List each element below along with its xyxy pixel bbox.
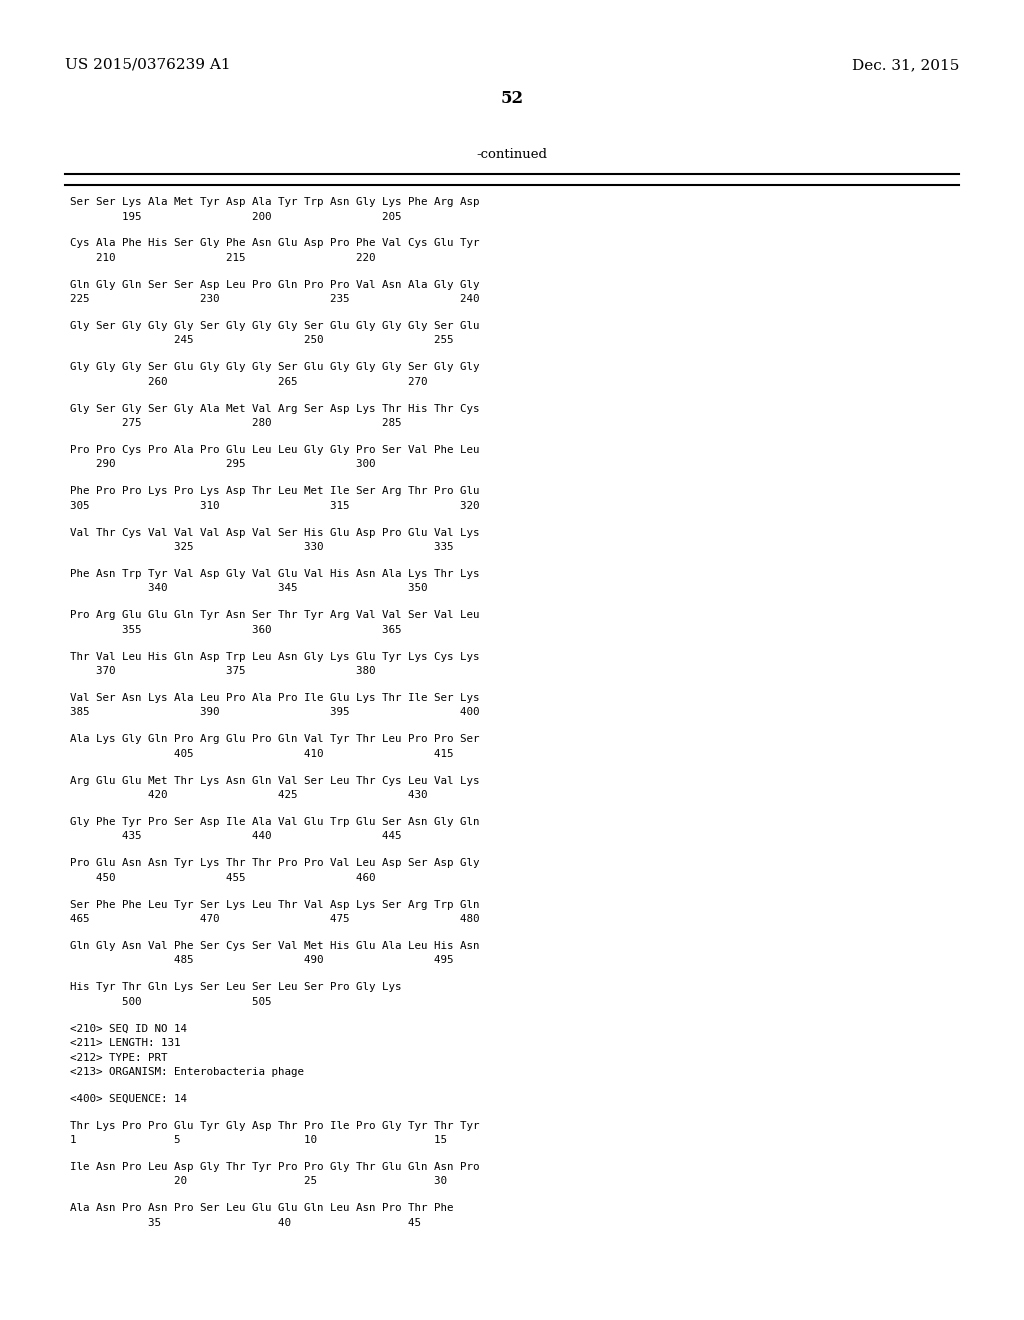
Text: Ala Asn Pro Asn Pro Ser Leu Glu Glu Gln Leu Asn Pro Thr Phe: Ala Asn Pro Asn Pro Ser Leu Glu Glu Gln … xyxy=(70,1204,454,1213)
Text: 275                 280                 285: 275 280 285 xyxy=(70,418,401,428)
Text: 435                 440                 445: 435 440 445 xyxy=(70,832,401,841)
Text: 210                 215                 220: 210 215 220 xyxy=(70,253,376,263)
Text: 52: 52 xyxy=(501,90,523,107)
Text: Pro Pro Cys Pro Ala Pro Glu Leu Leu Gly Gly Pro Ser Val Phe Leu: Pro Pro Cys Pro Ala Pro Glu Leu Leu Gly … xyxy=(70,445,479,455)
Text: 355                 360                 365: 355 360 365 xyxy=(70,624,401,635)
Text: -continued: -continued xyxy=(476,148,548,161)
Text: <212> TYPE: PRT: <212> TYPE: PRT xyxy=(70,1052,168,1063)
Text: Thr Val Leu His Gln Asp Trp Leu Asn Gly Lys Glu Tyr Lys Cys Lys: Thr Val Leu His Gln Asp Trp Leu Asn Gly … xyxy=(70,652,479,661)
Text: Thr Lys Pro Pro Glu Tyr Gly Asp Thr Pro Ile Pro Gly Tyr Thr Tyr: Thr Lys Pro Pro Glu Tyr Gly Asp Thr Pro … xyxy=(70,1121,479,1131)
Text: 450                 455                 460: 450 455 460 xyxy=(70,873,376,883)
Text: 35                  40                  45: 35 40 45 xyxy=(70,1218,421,1228)
Text: Gly Phe Tyr Pro Ser Asp Ile Ala Val Glu Trp Glu Ser Asn Gly Gln: Gly Phe Tyr Pro Ser Asp Ile Ala Val Glu … xyxy=(70,817,479,826)
Text: Gly Ser Gly Ser Gly Ala Met Val Arg Ser Asp Lys Thr His Thr Cys: Gly Ser Gly Ser Gly Ala Met Val Arg Ser … xyxy=(70,404,479,413)
Text: Cys Ala Phe His Ser Gly Phe Asn Glu Asp Pro Phe Val Cys Glu Tyr: Cys Ala Phe His Ser Gly Phe Asn Glu Asp … xyxy=(70,239,479,248)
Text: Arg Glu Glu Met Thr Lys Asn Gln Val Ser Leu Thr Cys Leu Val Lys: Arg Glu Glu Met Thr Lys Asn Gln Val Ser … xyxy=(70,776,479,785)
Text: Gly Ser Gly Gly Gly Ser Gly Gly Gly Ser Glu Gly Gly Gly Ser Glu: Gly Ser Gly Gly Gly Ser Gly Gly Gly Ser … xyxy=(70,321,479,331)
Text: Ile Asn Pro Leu Asp Gly Thr Tyr Pro Pro Gly Thr Glu Gln Asn Pro: Ile Asn Pro Leu Asp Gly Thr Tyr Pro Pro … xyxy=(70,1162,479,1172)
Text: Gln Gly Gln Ser Ser Asp Leu Pro Gln Pro Pro Val Asn Ala Gly Gly: Gln Gly Gln Ser Ser Asp Leu Pro Gln Pro … xyxy=(70,280,479,289)
Text: Ser Phe Phe Leu Tyr Ser Lys Leu Thr Val Asp Lys Ser Arg Trp Gln: Ser Phe Phe Leu Tyr Ser Lys Leu Thr Val … xyxy=(70,899,479,909)
Text: 1               5                   10                  15: 1 5 10 15 xyxy=(70,1135,447,1146)
Text: Ala Lys Gly Gln Pro Arg Glu Pro Gln Val Tyr Thr Leu Pro Pro Ser: Ala Lys Gly Gln Pro Arg Glu Pro Gln Val … xyxy=(70,734,479,744)
Text: 305                 310                 315                 320: 305 310 315 320 xyxy=(70,500,479,511)
Text: 340                 345                 350: 340 345 350 xyxy=(70,583,427,594)
Text: 485                 490                 495: 485 490 495 xyxy=(70,956,454,965)
Text: 500                 505: 500 505 xyxy=(70,997,271,1007)
Text: Dec. 31, 2015: Dec. 31, 2015 xyxy=(852,58,959,73)
Text: Ser Ser Lys Ala Met Tyr Asp Ala Tyr Trp Asn Gly Lys Phe Arg Asp: Ser Ser Lys Ala Met Tyr Asp Ala Tyr Trp … xyxy=(70,197,479,207)
Text: 405                 410                 415: 405 410 415 xyxy=(70,748,454,759)
Text: 20                  25                  30: 20 25 30 xyxy=(70,1176,447,1187)
Text: 465                 470                 475                 480: 465 470 475 480 xyxy=(70,913,479,924)
Text: Pro Arg Glu Glu Gln Tyr Asn Ser Thr Tyr Arg Val Val Ser Val Leu: Pro Arg Glu Glu Gln Tyr Asn Ser Thr Tyr … xyxy=(70,610,479,620)
Text: 225                 230                 235                 240: 225 230 235 240 xyxy=(70,294,479,304)
Text: <211> LENGTH: 131: <211> LENGTH: 131 xyxy=(70,1038,180,1048)
Text: Val Ser Asn Lys Ala Leu Pro Ala Pro Ile Glu Lys Thr Ile Ser Lys: Val Ser Asn Lys Ala Leu Pro Ala Pro Ile … xyxy=(70,693,479,704)
Text: 290                 295                 300: 290 295 300 xyxy=(70,459,376,470)
Text: Val Thr Cys Val Val Val Asp Val Ser His Glu Asp Pro Glu Val Lys: Val Thr Cys Val Val Val Asp Val Ser His … xyxy=(70,528,479,537)
Text: Phe Pro Pro Lys Pro Lys Asp Thr Leu Met Ile Ser Arg Thr Pro Glu: Phe Pro Pro Lys Pro Lys Asp Thr Leu Met … xyxy=(70,486,479,496)
Text: <210> SEQ ID NO 14: <210> SEQ ID NO 14 xyxy=(70,1023,187,1034)
Text: Pro Glu Asn Asn Tyr Lys Thr Thr Pro Pro Val Leu Asp Ser Asp Gly: Pro Glu Asn Asn Tyr Lys Thr Thr Pro Pro … xyxy=(70,858,479,869)
Text: 260                 265                 270: 260 265 270 xyxy=(70,376,427,387)
Text: <213> ORGANISM: Enterobacteria phage: <213> ORGANISM: Enterobacteria phage xyxy=(70,1067,304,1077)
Text: Gln Gly Asn Val Phe Ser Cys Ser Val Met His Glu Ala Leu His Asn: Gln Gly Asn Val Phe Ser Cys Ser Val Met … xyxy=(70,941,479,950)
Text: His Tyr Thr Gln Lys Ser Leu Ser Leu Ser Pro Gly Lys: His Tyr Thr Gln Lys Ser Leu Ser Leu Ser … xyxy=(70,982,401,993)
Text: 245                 250                 255: 245 250 255 xyxy=(70,335,454,346)
Text: 370                 375                 380: 370 375 380 xyxy=(70,667,376,676)
Text: 420                 425                 430: 420 425 430 xyxy=(70,791,427,800)
Text: 325                 330                 335: 325 330 335 xyxy=(70,543,454,552)
Text: 195                 200                 205: 195 200 205 xyxy=(70,211,401,222)
Text: <400> SEQUENCE: 14: <400> SEQUENCE: 14 xyxy=(70,1094,187,1104)
Text: Phe Asn Trp Tyr Val Asp Gly Val Glu Val His Asn Ala Lys Thr Lys: Phe Asn Trp Tyr Val Asp Gly Val Glu Val … xyxy=(70,569,479,579)
Text: 385                 390                 395                 400: 385 390 395 400 xyxy=(70,708,479,717)
Text: US 2015/0376239 A1: US 2015/0376239 A1 xyxy=(65,58,230,73)
Text: Gly Gly Gly Ser Glu Gly Gly Gly Ser Glu Gly Gly Gly Ser Gly Gly: Gly Gly Gly Ser Glu Gly Gly Gly Ser Glu … xyxy=(70,362,479,372)
